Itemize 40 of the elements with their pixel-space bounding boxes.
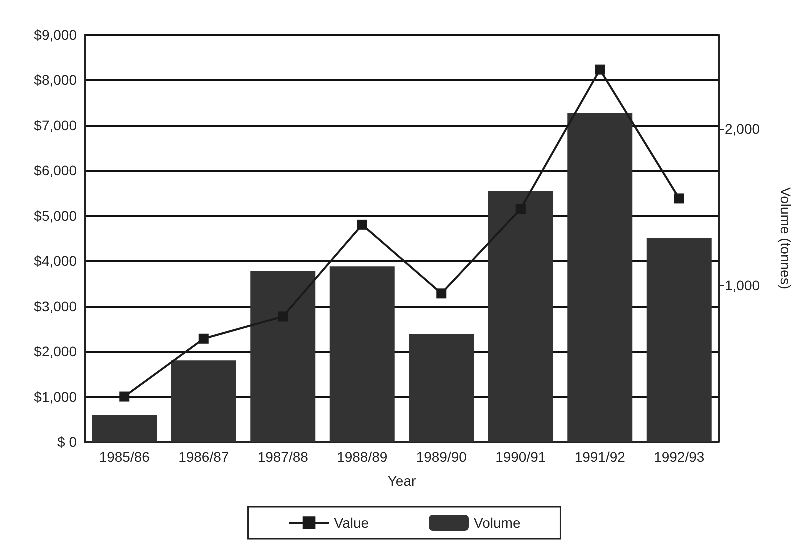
y-tick-label: $4,000 [34,253,78,270]
x-tick-label: 1987/88 [258,449,309,465]
point [120,392,130,402]
y-tick-label: $9,000 [34,27,78,43]
bar [568,113,633,442]
y-tick-label: $5,000 [34,208,78,224]
bar [488,192,554,442]
point [595,64,606,75]
bar [92,415,158,442]
x-tick-label: 1990/91 [496,449,546,465]
bar [250,271,316,442]
y-tick-label: $3,000 [34,298,78,314]
x-tick-label: 1992/93 [654,449,705,465]
bar [171,360,236,442]
x-axis-title: Year [388,473,416,489]
point [278,312,288,322]
point [198,334,209,344]
y-tick-label: $8,000 [34,72,78,88]
point [436,288,447,299]
x-tick-label: 1986/87 [178,449,230,465]
x-tick-label: 1991/92 [574,449,626,465]
y-tick-label: $6,000 [34,162,78,179]
bar [409,334,474,442]
y2-axis-title: Volume (tonnes) [778,188,794,290]
point [357,220,368,230]
point [674,194,684,204]
y-tick-label: $1,000 [34,388,78,405]
legend-label: Volume [474,515,521,531]
bar [646,238,712,442]
y-tick-label: $ 0 [58,434,78,450]
x-tick-label: 1988/89 [337,449,388,465]
y-tick-label: $2,000 [34,344,78,360]
x-tick-label: 1985/86 [99,449,150,465]
point [516,204,526,214]
y-tick-label: $7,000 [34,117,78,134]
y2-tick-label: 1,000 [725,277,760,294]
y2-tick-label: 2,000 [725,120,760,137]
bar [330,266,395,442]
legend-label: Value [334,515,370,531]
x-tick-label: 1989/90 [416,449,468,465]
